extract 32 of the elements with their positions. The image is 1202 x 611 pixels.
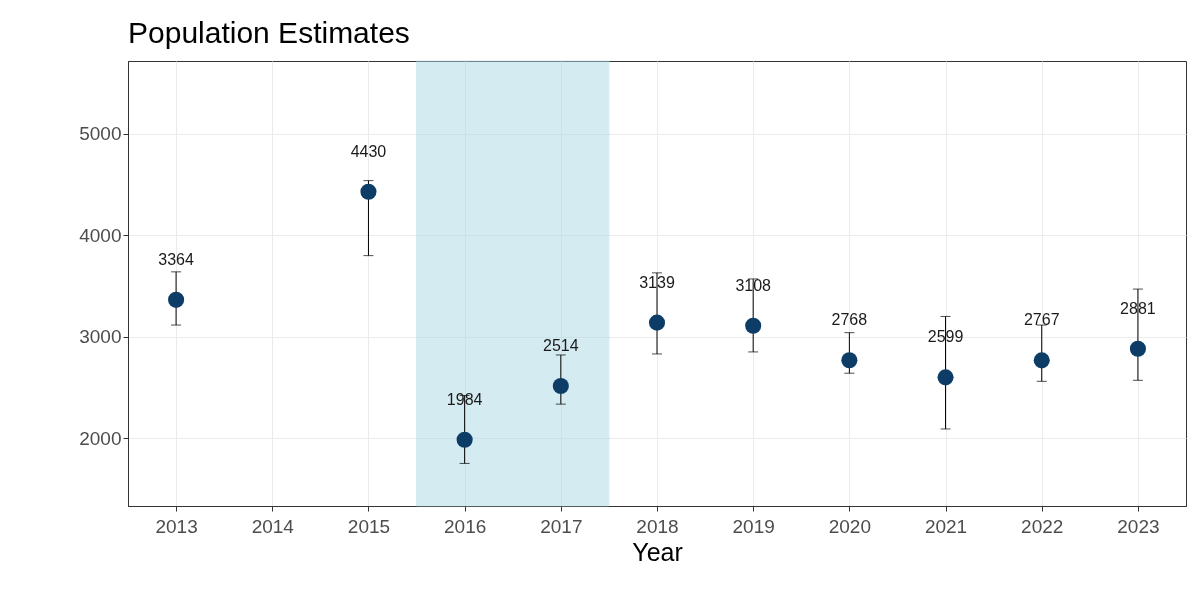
point xyxy=(745,317,762,334)
chart-title: Population Estimates xyxy=(128,15,410,49)
x-tick-label: 2015 xyxy=(347,515,391,537)
x-tick-label: 2013 xyxy=(155,515,198,537)
point xyxy=(1033,352,1050,369)
point xyxy=(937,369,954,386)
x-tick-label: 2016 xyxy=(444,515,487,537)
y-tick-label: 5000 xyxy=(79,123,122,145)
data-label: 3364 xyxy=(158,250,194,268)
x-tick-label: 2018 xyxy=(636,515,679,537)
x-tick-label: 2022 xyxy=(1021,515,1064,537)
x-tick-label: 2020 xyxy=(828,515,871,537)
y-tick-label: 4000 xyxy=(79,224,122,246)
point xyxy=(168,291,185,308)
x-tick-label: 2017 xyxy=(540,515,583,537)
x-axis-title: Year xyxy=(632,537,683,566)
y-tick-label: 2000 xyxy=(79,427,122,449)
x-tick-label: 2023 xyxy=(1117,515,1160,537)
point xyxy=(360,183,377,200)
x-tick-label: 2019 xyxy=(732,515,775,537)
point xyxy=(841,352,858,369)
point xyxy=(456,431,473,448)
x-tick-label: 2014 xyxy=(251,515,295,537)
x-tick-label: 2021 xyxy=(924,515,968,537)
point xyxy=(552,377,569,395)
data-label: 2514 xyxy=(543,336,579,354)
point xyxy=(1129,340,1146,357)
data-label: 2768 xyxy=(831,311,868,329)
data-label: 2767 xyxy=(1023,311,1060,329)
y-tick-label: 3000 xyxy=(79,326,122,348)
point xyxy=(648,314,666,331)
data-label: 4430 xyxy=(350,142,387,160)
